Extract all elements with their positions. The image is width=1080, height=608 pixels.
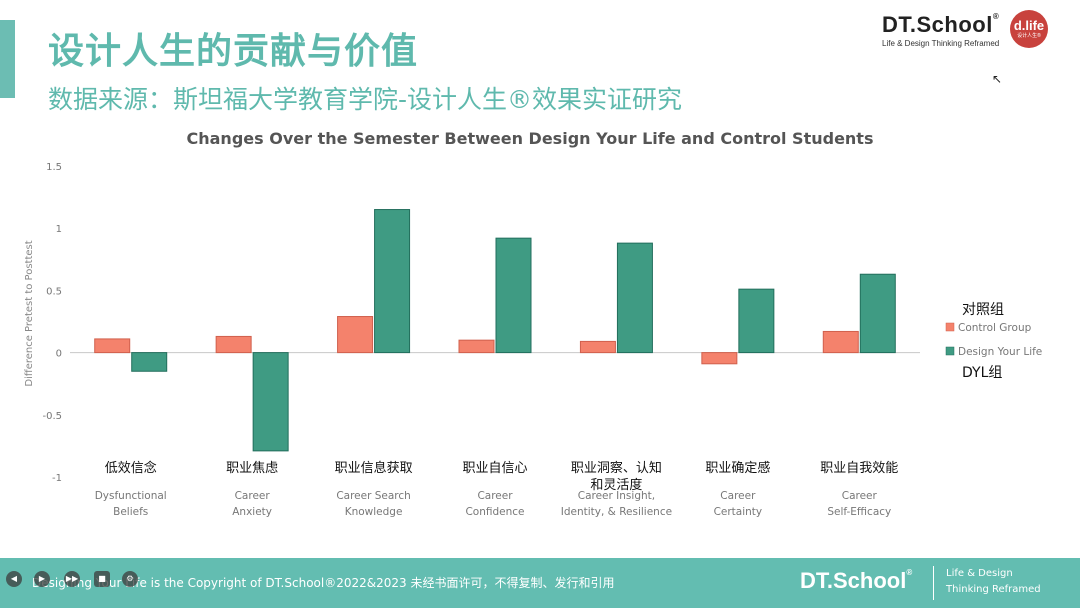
category-label: Career [235, 490, 271, 502]
chart-title: Changes Over the Semester Between Design… [187, 129, 874, 148]
bar-control-group [701, 352, 738, 365]
y-tick-label: -1 [52, 473, 62, 484]
legend-group-label-control: 对照组 [962, 302, 1004, 318]
y-tick-label: 1.5 [46, 162, 62, 173]
category-label-zh: 和灵活度 [590, 477, 642, 493]
category-label-zh: 职业洞察、认知 [571, 460, 662, 476]
category-label: Certainty [714, 506, 763, 518]
category-label: Knowledge [345, 506, 403, 518]
category-label: Career Insight, [578, 490, 655, 502]
next-icon[interactable]: ▶▶ [64, 571, 80, 587]
play-icon[interactable]: ▶ [34, 571, 50, 587]
category-label: Career [842, 490, 878, 502]
prev-icon[interactable]: ◀ [6, 571, 22, 587]
category-label-zh: 职业自信心 [462, 461, 527, 476]
brand-logo: DT.School® Life & Design Thinking Refram… [882, 12, 1002, 48]
bar-design-your-life [374, 209, 411, 354]
category-label: Beliefs [113, 506, 148, 518]
y-tick-label: -0.5 [42, 411, 62, 422]
legend-swatch-dyl [945, 346, 955, 356]
bar-control-group [458, 339, 495, 354]
category-label: Dysfunctional [95, 490, 167, 502]
brand-tagline: Life & Design Thinking Reframed [882, 39, 1000, 48]
category-label: Career [720, 490, 756, 502]
camera-icon[interactable]: ■ [94, 571, 110, 587]
category-label: Identity, & Resilience [561, 506, 672, 518]
bar-design-your-life [495, 237, 532, 354]
footer-divider [933, 566, 934, 600]
cursor-icon: ↖ [992, 72, 1003, 86]
y-axis-label: Difference Pretest to Posttest [24, 240, 35, 386]
legend-label-control: Control Group [958, 322, 1032, 334]
bar-design-your-life [131, 352, 168, 372]
category-label: Confidence [465, 506, 524, 518]
bar-control-group [337, 316, 374, 354]
footer-bar: Designing Your Life is the Copyright of … [0, 558, 1080, 608]
page-subtitle: 数据来源：斯坦福大学教育学院-设计人生®效果实证研究 [48, 85, 683, 114]
category-label-zh: 职业确定感 [705, 460, 770, 476]
footer-copyright: Designing Your Life is the Copyright of … [32, 576, 615, 590]
category-label: Career Search [336, 490, 411, 502]
y-tick-label: 0.5 [46, 286, 62, 297]
category-label: Self-Efficacy [827, 506, 891, 518]
y-tick-label: 0 [56, 349, 62, 360]
category-label-zh: 低效信念 [105, 460, 157, 476]
page-title: 设计人生的贡献与价值 [48, 31, 419, 72]
category-label-zh: 职业信息获取 [335, 460, 413, 476]
y-tick-label: 1 [56, 224, 62, 235]
footer-tagline-1: Life & Design [946, 568, 1013, 579]
legend-swatch-control [945, 322, 955, 332]
legend-group-label-dyl: DYL组 [962, 365, 1002, 381]
bar-design-your-life [738, 288, 775, 354]
legend-label-dyl: Design Your Life [958, 346, 1042, 358]
category-label-zh: 职业自我效能 [820, 461, 898, 476]
footer-brand: DT.School® [800, 568, 913, 593]
accent-bar [0, 20, 15, 98]
bar-chart: Changes Over the Semester Between Design… [24, 129, 1042, 518]
bar-control-group [215, 335, 252, 354]
settings-icon[interactable]: ⚙ [122, 571, 138, 587]
footer-tagline-2: Thinking Reframed [946, 584, 1041, 595]
brand-name: DT.School® [882, 12, 1000, 37]
bar-control-group [579, 340, 616, 354]
category-label: Anxiety [232, 506, 272, 518]
bar-design-your-life [616, 242, 653, 354]
bar-control-group [94, 338, 131, 354]
bar-design-your-life [859, 273, 896, 354]
category-label: Career [477, 490, 513, 502]
category-label-zh: 职业焦虑 [226, 461, 278, 476]
dlife-badge: d.life 设计人生® [1010, 10, 1048, 48]
bar-design-your-life [252, 352, 289, 452]
bar-control-group [822, 330, 859, 354]
